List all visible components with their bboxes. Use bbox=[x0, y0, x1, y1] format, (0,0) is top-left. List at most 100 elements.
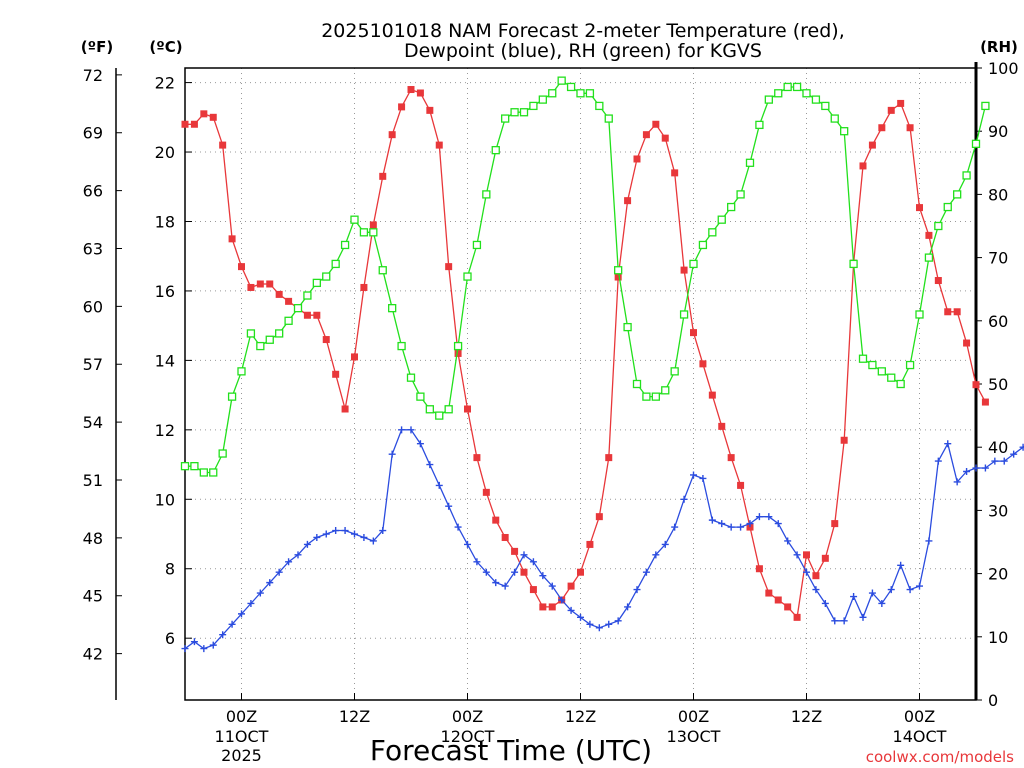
dewpoint-point bbox=[633, 586, 641, 594]
rh-point bbox=[774, 89, 783, 98]
rh-point bbox=[350, 215, 359, 224]
temperature-point bbox=[445, 263, 453, 271]
dewpoint-point bbox=[925, 537, 933, 545]
temperature-point bbox=[680, 266, 688, 274]
celsius-ticks: 6 8 10 12 14 16 18 20 22 bbox=[155, 74, 192, 648]
rh-point bbox=[482, 190, 491, 199]
rh-point bbox=[190, 462, 199, 471]
dewpoint-point bbox=[567, 606, 575, 614]
temperature-point bbox=[351, 353, 358, 361]
rh-point bbox=[849, 259, 858, 269]
rh-point bbox=[199, 468, 208, 477]
temperature-point bbox=[266, 280, 274, 288]
temperature-point bbox=[614, 273, 622, 281]
time-tick-label: 00Z bbox=[226, 707, 257, 726]
temperature-point bbox=[981, 398, 989, 406]
dewpoint-point bbox=[755, 513, 763, 521]
temperature-point bbox=[238, 263, 245, 271]
rh-point bbox=[548, 89, 557, 98]
dewpoint-point bbox=[859, 613, 867, 621]
dewpoint-point bbox=[351, 530, 358, 538]
rh-point bbox=[670, 367, 679, 376]
dewpoint-point bbox=[699, 474, 707, 482]
rh-point bbox=[642, 392, 651, 401]
rh-point bbox=[293, 304, 303, 313]
rh-point bbox=[340, 240, 350, 250]
data-series bbox=[180, 76, 1024, 653]
rh-point bbox=[934, 221, 943, 231]
time-tick-label: 00Z bbox=[452, 707, 483, 726]
dewpoint-point bbox=[774, 520, 782, 528]
dewpoint-point bbox=[934, 457, 942, 465]
rh-tick-label: 100 bbox=[988, 59, 1019, 78]
rh-point bbox=[868, 360, 877, 370]
fahrenheit-tick-label: 42 bbox=[83, 645, 103, 664]
fahrenheit-tick-label: 60 bbox=[83, 297, 103, 316]
dewpoint-point bbox=[812, 586, 820, 594]
dewpoint-point bbox=[548, 582, 556, 590]
temperature-point bbox=[256, 280, 264, 288]
fahrenheit-tick-label: 63 bbox=[83, 239, 103, 258]
dewpoint-point bbox=[322, 530, 330, 538]
dewpoint-point bbox=[586, 620, 594, 628]
dewpoint-point bbox=[727, 523, 735, 531]
temperature-point bbox=[577, 568, 584, 576]
dewpoint-point bbox=[963, 468, 971, 476]
rh-tick-label: 20 bbox=[988, 565, 1008, 584]
rh-point bbox=[275, 329, 284, 338]
temperature-point bbox=[765, 589, 773, 597]
celsius-tick-label: 8 bbox=[165, 560, 175, 579]
rh-point bbox=[689, 259, 698, 269]
dewpoint-point bbox=[445, 502, 453, 510]
temperature-point bbox=[492, 516, 500, 524]
temperature-point bbox=[953, 308, 961, 316]
temperature-point bbox=[963, 339, 971, 347]
rh-point bbox=[727, 202, 736, 212]
temperature-point bbox=[821, 554, 829, 562]
dewpoint-point bbox=[473, 558, 481, 566]
dewpoint-point bbox=[228, 620, 236, 628]
temperature-point bbox=[755, 565, 763, 573]
dewpoint-point bbox=[416, 440, 424, 448]
rh-point bbox=[331, 259, 340, 269]
fahrenheit-tick-label: 51 bbox=[83, 471, 103, 490]
rh-point bbox=[265, 335, 274, 344]
temperature-point bbox=[642, 131, 650, 139]
dewpoint-point bbox=[181, 645, 189, 653]
chart-title-line-2: Dewpoint (blue), RH (green) for KGVS bbox=[404, 40, 762, 62]
temperature-point bbox=[501, 533, 509, 541]
temperature-point bbox=[944, 308, 952, 316]
rh-point bbox=[623, 322, 632, 332]
date-tick-label: 13OCT bbox=[667, 727, 721, 746]
dewpoint-point bbox=[840, 617, 848, 625]
temperature-point bbox=[605, 454, 613, 462]
rh-point bbox=[905, 360, 915, 370]
temperature-point bbox=[840, 436, 848, 444]
dewpoint-point bbox=[652, 551, 660, 559]
dewpoint-point bbox=[435, 481, 443, 489]
date-tick-label: 12OCT bbox=[441, 727, 495, 746]
temperature-point bbox=[793, 613, 801, 621]
date-tick-label: 14OCT bbox=[893, 727, 947, 746]
dewpoint-series bbox=[181, 426, 1024, 653]
temperature-point bbox=[774, 596, 782, 604]
time-tick-label: 00Z bbox=[904, 707, 935, 726]
temperature-point bbox=[624, 197, 632, 205]
temperature-point bbox=[925, 231, 933, 239]
fahrenheit-tick-label: 45 bbox=[83, 587, 103, 606]
dewpoint-point bbox=[671, 523, 679, 531]
time-tick-label: 00Z bbox=[678, 707, 709, 726]
dewpoint-point bbox=[821, 599, 829, 607]
dewpoint-point bbox=[897, 561, 905, 569]
temperature-point bbox=[934, 277, 942, 285]
celsius-tick-label: 20 bbox=[155, 143, 175, 162]
rh-point bbox=[557, 76, 566, 85]
dewpoint-point bbox=[266, 579, 274, 587]
rh-point bbox=[585, 89, 595, 98]
dewpoint-point bbox=[294, 551, 302, 559]
dewpoint-point bbox=[784, 537, 792, 545]
rh-point bbox=[519, 108, 529, 117]
rh-point bbox=[971, 139, 981, 148]
temperature-point bbox=[671, 169, 679, 177]
rh-tick-label: 40 bbox=[988, 438, 1008, 457]
